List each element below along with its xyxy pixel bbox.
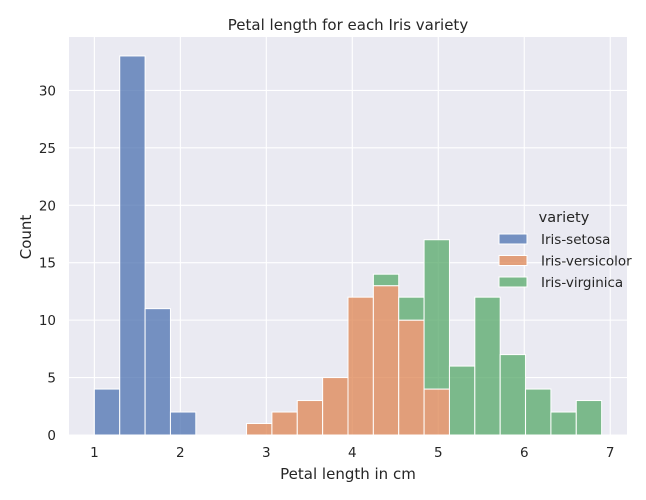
y-tick-label: 25 [39, 141, 56, 157]
x-tick-label: 3 [262, 445, 271, 461]
x-tick-label: 4 [348, 445, 357, 461]
x-tick-label: 7 [606, 445, 615, 461]
legend-label: Iris-versicolor [541, 254, 632, 270]
x-axis-label: Petal length in cm [280, 465, 416, 483]
bar-iris-setosa [169, 411, 197, 436]
y-axis-label: Count [17, 215, 35, 260]
bar-iris-versicolor [398, 319, 425, 436]
bar-iris-virginica [550, 411, 577, 436]
x-tick-label: 1 [90, 445, 99, 461]
y-tick-label: 0 [47, 428, 56, 444]
bar-iris-versicolor [423, 388, 450, 436]
y-tick-labels: 0 5 10 15 20 25 30 [39, 83, 56, 444]
bar-iris-virginica [525, 388, 552, 436]
bar-iris-virginica [423, 239, 450, 390]
bar-iris-versicolor [347, 296, 374, 436]
chart-title: Petal length for each Iris variety [228, 16, 469, 34]
bar-iris-versicolor [322, 377, 349, 436]
x-tick-labels: 1 2 3 4 5 6 7 [90, 445, 614, 461]
bar-iris-versicolor [296, 400, 324, 436]
bar-iris-versicolor [246, 423, 273, 436]
legend-swatch [498, 276, 528, 288]
bar-iris-setosa [144, 308, 171, 436]
legend-swatch [498, 255, 528, 266]
bar-iris-virginica [575, 400, 603, 436]
y-tick-label: 20 [39, 198, 56, 214]
bar-iris-setosa [93, 388, 121, 436]
bar-iris-setosa [119, 55, 146, 436]
histogram-bars [93, 55, 603, 436]
x-tick-label: 2 [176, 445, 185, 461]
bar-iris-virginica [372, 273, 400, 287]
legend-label: Iris-virginica [541, 275, 623, 291]
x-tick-label: 6 [520, 445, 529, 461]
x-tick-label: 5 [434, 445, 443, 461]
y-tick-label: 5 [47, 371, 56, 387]
bar-iris-versicolor [372, 285, 400, 436]
bar-iris-virginica [499, 354, 527, 436]
y-tick-label: 10 [39, 313, 56, 329]
legend-title: variety [539, 210, 590, 226]
bar-iris-virginica [448, 365, 476, 436]
legend-label: Iris-setosa [541, 232, 610, 248]
bar-iris-virginica [474, 296, 501, 436]
bar-iris-virginica [398, 296, 425, 321]
y-tick-label: 15 [39, 256, 56, 272]
y-tick-label: 30 [39, 83, 56, 99]
legend: variety Iris-setosa Iris-versicolor Iris-v… [498, 210, 632, 291]
legend-swatch [498, 233, 528, 245]
bar-iris-versicolor [271, 411, 298, 436]
